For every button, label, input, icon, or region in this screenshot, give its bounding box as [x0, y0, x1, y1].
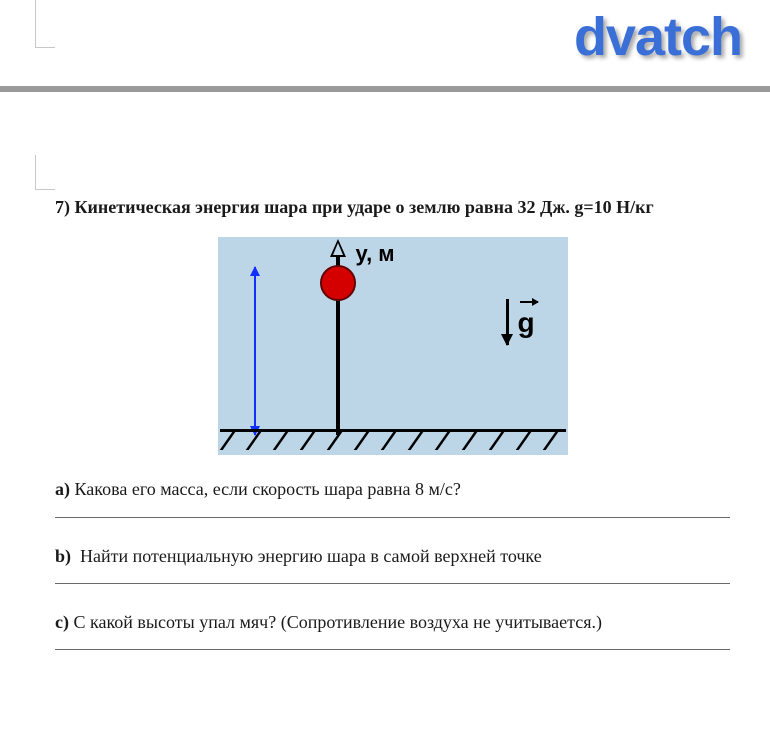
subquestion-b: b) Найти потенциальную энергию шара в са…	[55, 544, 730, 568]
physics-diagram: у, м g	[218, 237, 568, 455]
subq-c-label: c)	[55, 612, 69, 632]
question-number: 7)	[55, 197, 70, 217]
subq-c-text: С какой высоты упал мяч? (Сопротивление …	[73, 612, 602, 632]
answer-line-a	[55, 504, 730, 518]
y-axis-arrowhead-inner	[333, 243, 343, 255]
question-title: 7) Кинетическая энергия шара при ударе о…	[55, 195, 730, 219]
subq-b-label: b)	[55, 546, 71, 566]
height-arrow	[254, 267, 256, 435]
page-corner-mark	[35, 0, 55, 48]
margin-mark	[35, 155, 55, 190]
watermark: dvatch	[574, 6, 742, 68]
subquestion-c: c) С какой высоты упал мяч? (Сопротивлен…	[55, 610, 730, 634]
subq-a-label: a)	[55, 479, 70, 499]
subq-b-text: Найти потенциальную энергию шара в самой…	[80, 546, 542, 566]
answer-line-c	[55, 636, 730, 650]
subquestion-a: a) Какова его масса, если скорость шара …	[55, 477, 730, 501]
gravity-label: g	[518, 307, 535, 339]
answer-line-b	[55, 570, 730, 584]
diagram-container: у, м g	[55, 237, 730, 455]
ground	[218, 429, 568, 455]
subq-a-text: Какова его масса, если скорость шара рав…	[75, 479, 461, 499]
question-text: Кинетическая энергия шара при ударе о зе…	[75, 197, 654, 217]
header-divider	[0, 86, 770, 92]
gravity-arrow	[506, 299, 509, 345]
question-content: 7) Кинетическая энергия шара при ударе о…	[55, 195, 730, 650]
ball	[320, 265, 356, 301]
gravity-vector-overline	[520, 301, 538, 303]
axis-label: у, м	[356, 241, 395, 267]
